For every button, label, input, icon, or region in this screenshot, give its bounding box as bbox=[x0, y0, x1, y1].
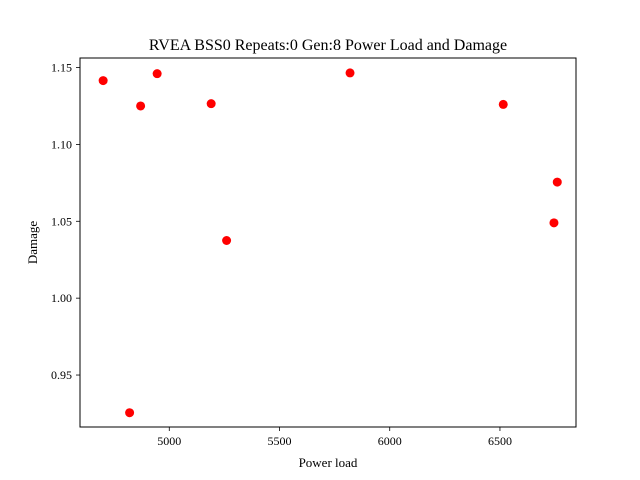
y-tick-label: 1.00 bbox=[51, 291, 72, 305]
data-point bbox=[498, 99, 508, 109]
data-point bbox=[549, 218, 559, 228]
data-point bbox=[136, 101, 146, 111]
x-axis-label: Power load bbox=[299, 455, 358, 470]
data-point bbox=[152, 69, 162, 79]
data-points bbox=[98, 68, 562, 418]
y-tick-label: 1.10 bbox=[51, 137, 72, 151]
x-tick-label: 5500 bbox=[268, 434, 292, 448]
y-tick-label: 0.95 bbox=[51, 368, 72, 382]
x-tick-label: 6000 bbox=[378, 434, 402, 448]
y-axis-ticks: 0.95 1.00 1.05 1.10 1.15 bbox=[51, 61, 80, 382]
x-tick-label: 5000 bbox=[157, 434, 181, 448]
y-tick-label: 1.05 bbox=[51, 214, 72, 228]
x-axis-ticks: 5000 5500 6000 6500 bbox=[157, 427, 512, 448]
data-point bbox=[206, 99, 216, 109]
data-point bbox=[345, 68, 355, 78]
chart-title: RVEA BSS0 Repeats:0 Gen:8 Power Load and… bbox=[149, 37, 507, 54]
data-point bbox=[552, 177, 562, 187]
data-point bbox=[98, 76, 108, 86]
y-tick-label: 1.15 bbox=[51, 61, 72, 75]
data-point bbox=[125, 408, 135, 418]
plot-area bbox=[79, 57, 577, 428]
data-point bbox=[222, 236, 232, 246]
y-axis-label: Damage bbox=[25, 221, 40, 265]
x-tick-label: 6500 bbox=[488, 434, 512, 448]
